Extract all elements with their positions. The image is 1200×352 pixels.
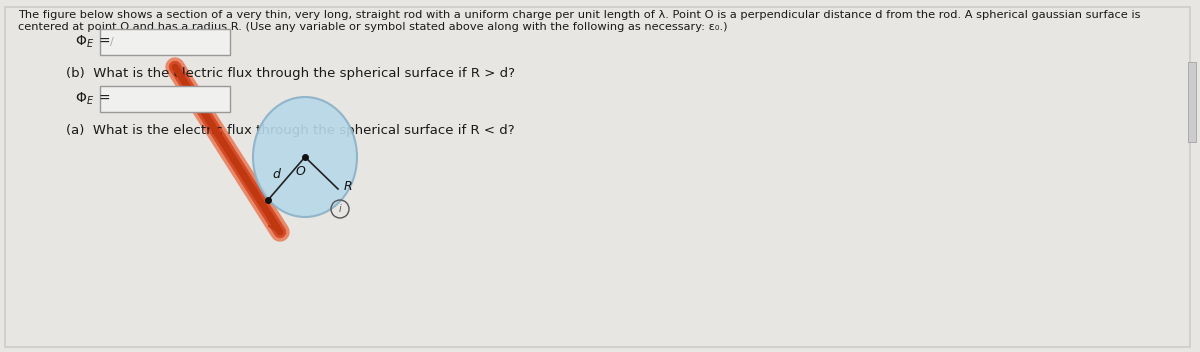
FancyBboxPatch shape: [1188, 62, 1196, 142]
FancyBboxPatch shape: [100, 86, 230, 112]
Text: d: d: [272, 168, 281, 181]
Text: $\Phi_E$: $\Phi_E$: [74, 91, 95, 107]
Text: $\Phi_E$: $\Phi_E$: [74, 34, 95, 50]
Text: O: O: [295, 165, 305, 178]
Text: centered at point O and has a radius R. (Use any variable or symbol stated above: centered at point O and has a radius R. …: [18, 22, 727, 32]
Text: R: R: [344, 181, 353, 194]
Text: i: i: [338, 204, 341, 214]
Text: $\lambda$: $\lambda$: [162, 40, 172, 56]
Text: /: /: [110, 37, 114, 47]
Text: The figure below shows a section of a very thin, very long, straight rod with a : The figure below shows a section of a ve…: [18, 10, 1140, 20]
Ellipse shape: [253, 97, 358, 217]
FancyBboxPatch shape: [100, 29, 230, 55]
Text: =: =: [98, 92, 110, 106]
Text: =: =: [98, 35, 110, 49]
Text: (a)  What is the electric flux through the spherical surface if R < d?: (a) What is the electric flux through th…: [66, 124, 515, 137]
Text: (b)  What is the electric flux through the spherical surface if R > d?: (b) What is the electric flux through th…: [66, 67, 515, 80]
FancyBboxPatch shape: [5, 7, 1190, 347]
